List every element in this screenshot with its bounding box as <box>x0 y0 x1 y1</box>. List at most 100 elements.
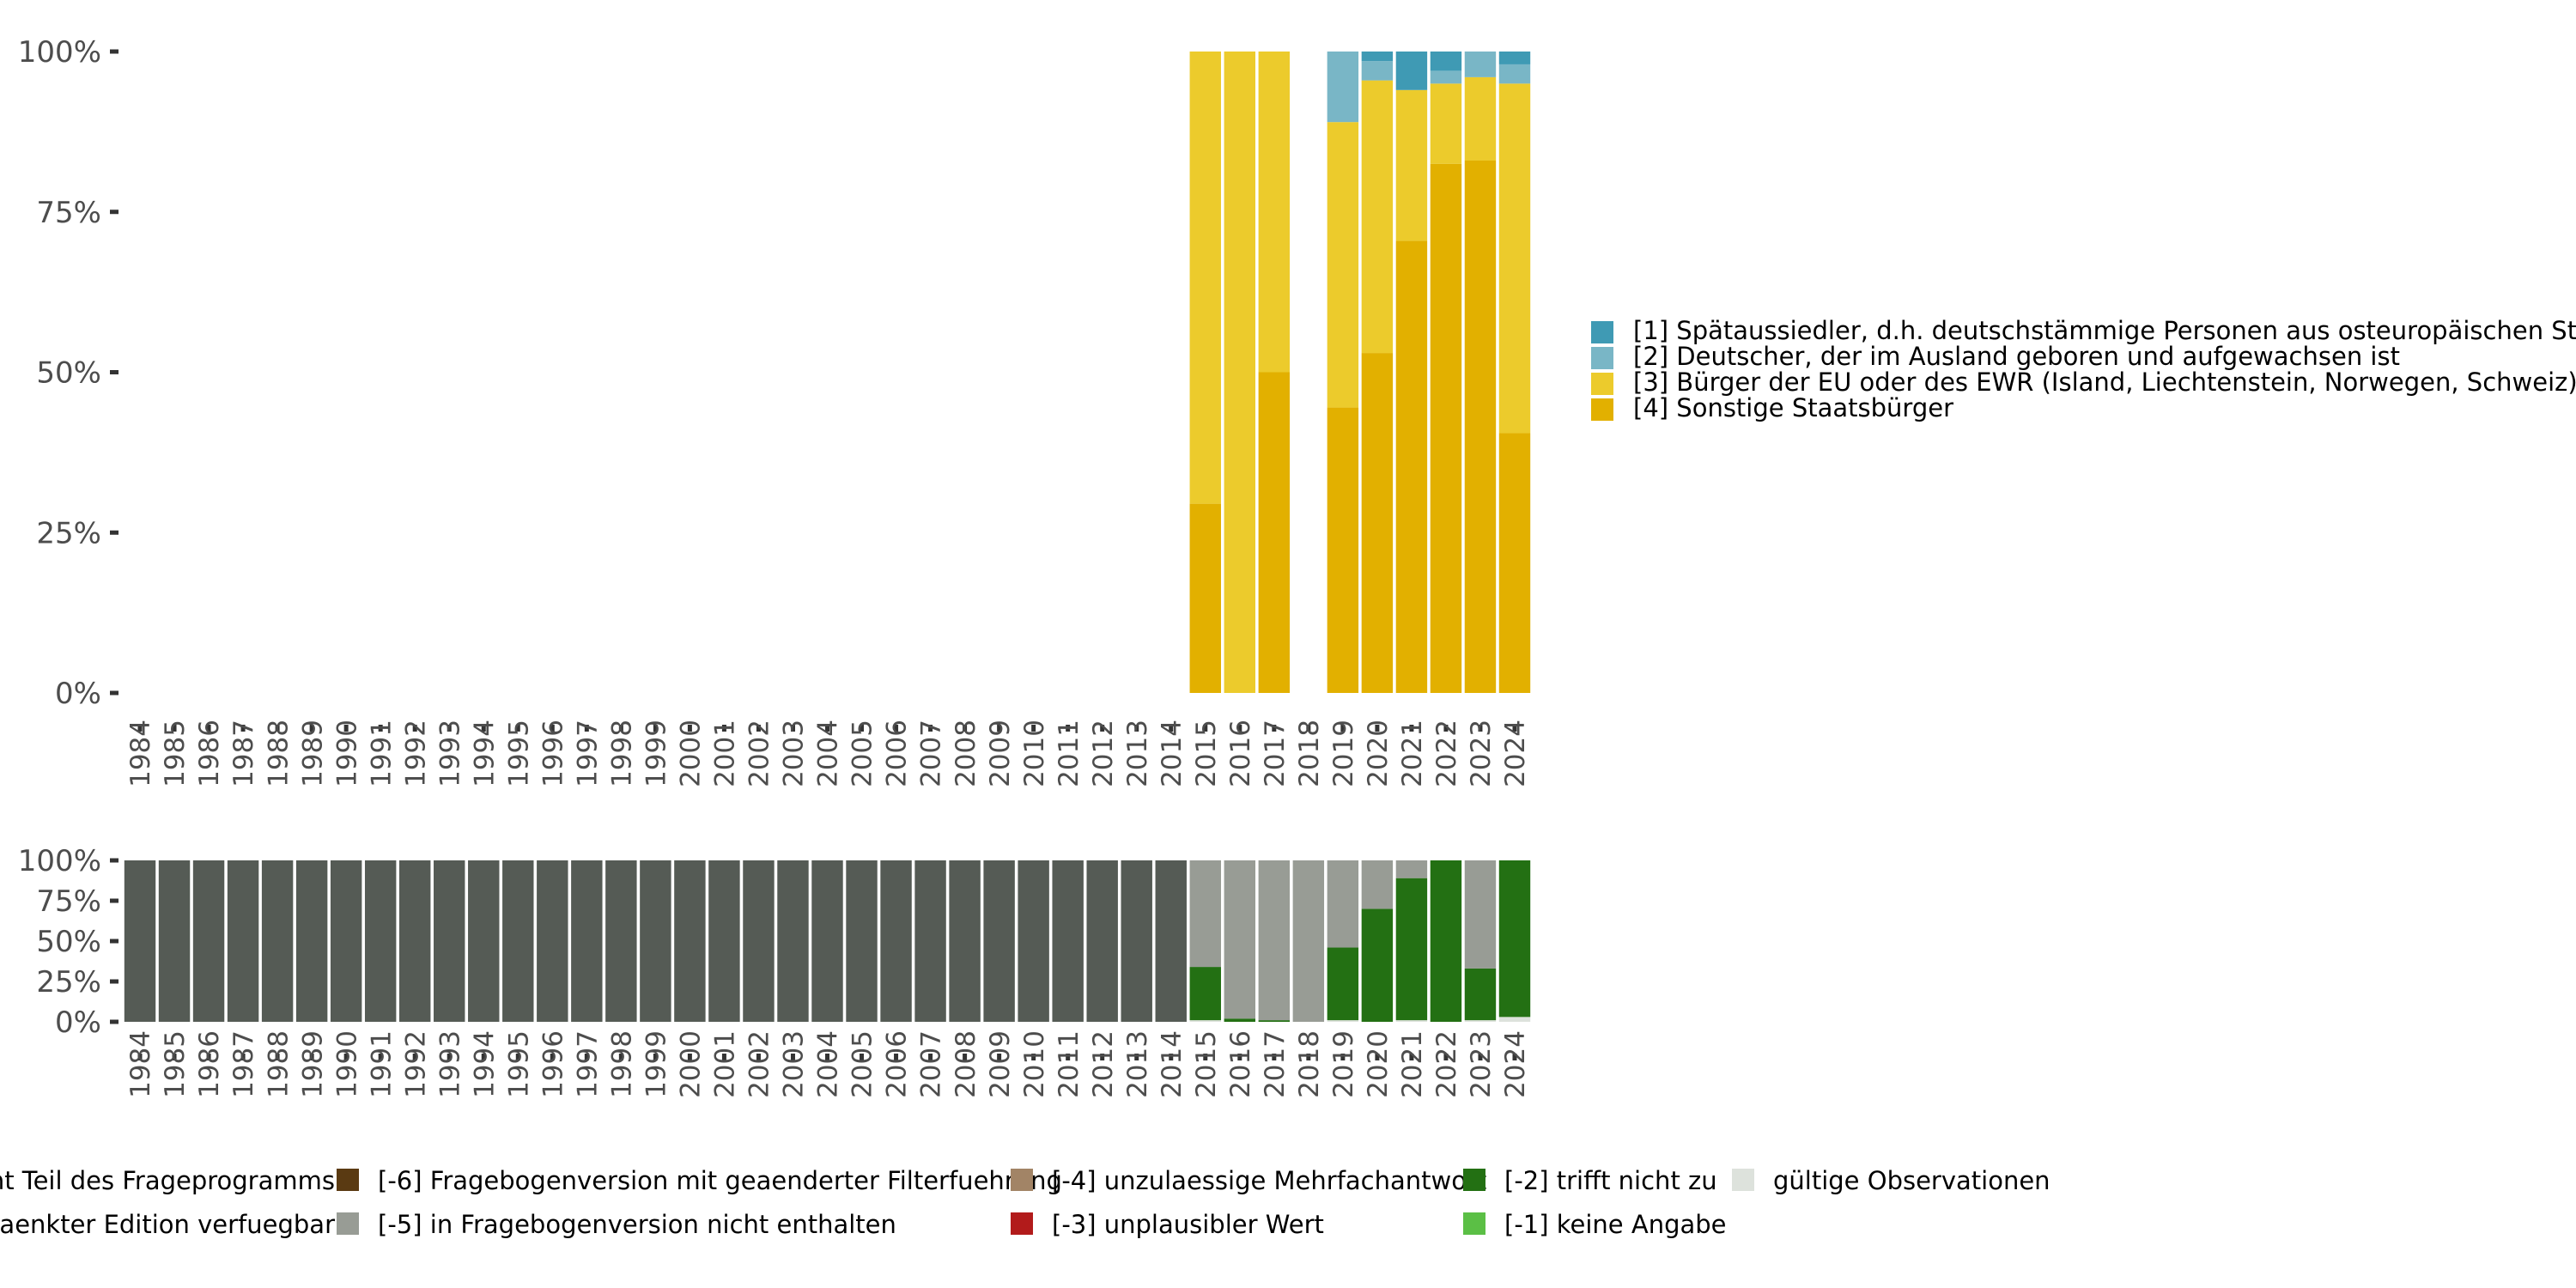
legend-label-2-trifft-nicht-zu: [-2] trifft nicht zu <box>1504 1166 1717 1195</box>
x-tick-label: 2015 <box>1191 720 1222 787</box>
x-tick-label: 1988 <box>263 1030 294 1098</box>
bar-segment-3-b-rger-der-eu-oder-des-ewr-island-liechtenstein-norwegen-schweiz-2017 <box>1258 52 1291 373</box>
x-tick-label: 2006 <box>882 1030 913 1098</box>
y-tick-label: 25% <box>36 965 101 999</box>
x-tick-label: 1995 <box>503 720 534 787</box>
x-tick-label: 2022 <box>1431 720 1462 787</box>
bar-segment-1-sp-taussiedler-d-h-deutschst-mmige-personen-aus-osteurop-ischen-staaten-2021 <box>1395 52 1428 90</box>
x-tick-label: 2003 <box>779 720 810 787</box>
x-tick-label: 1985 <box>160 720 191 787</box>
legend-label-6-fragebogenversion-mit-geaenderter-filterfuehrung: [-6] Fragebogenversion mit geaenderter F… <box>378 1166 1062 1195</box>
bar-segment-3-b-rger-der-eu-oder-des-ewr-island-liechtenstein-norwegen-schweiz-2015 <box>1189 52 1221 504</box>
bar-segment-2-trifft-nicht-zu-2016 <box>1224 1018 1256 1022</box>
bar-segment-g-ltige-observationen-2015 <box>1189 1020 1221 1022</box>
bar-segment-5-in-fragebogenversion-nicht-enthalten-2021 <box>1395 860 1428 878</box>
legend-label-3-b-rger-der-eu-oder-des-ewr-island-liechtenstein-norwegen-schweiz: [3] Bürger der EU oder des EWR (Island, … <box>1633 368 2576 397</box>
bar-segment-g-ltige-observationen-2024 <box>1498 1017 1531 1022</box>
x-tick-label: 2007 <box>916 1030 947 1098</box>
bar-segment-4-sonstige-staatsb-rger-2021 <box>1395 240 1428 693</box>
x-tick-label: 2010 <box>1019 1030 1050 1098</box>
x-tick-label: 2020 <box>1363 720 1394 787</box>
x-tick-label: 2000 <box>676 1030 707 1098</box>
x-tick-label: 2011 <box>1054 1030 1084 1098</box>
x-tick-label: 2008 <box>951 1030 981 1098</box>
bar-segment-cht-teil-des-frageprogramms-1998 <box>605 860 637 1022</box>
x-tick-label: 2023 <box>1466 720 1497 787</box>
x-tick-label: 2013 <box>1122 720 1153 787</box>
bar-segment-2-trifft-nicht-zu-2017 <box>1258 1020 1291 1022</box>
y-tick-label: 0% <box>55 677 101 711</box>
bar-segment-cht-teil-des-frageprogramms-2009 <box>983 860 1015 1022</box>
bar-segment-3-b-rger-der-eu-oder-des-ewr-island-liechtenstein-norwegen-schweiz-2023 <box>1464 76 1497 161</box>
x-tick-label: 2016 <box>1225 1030 1256 1098</box>
y-tick-label: 0% <box>55 1005 101 1040</box>
legend-swatch-g-ltige-observationen <box>1732 1169 1754 1191</box>
x-tick-label: 2008 <box>951 720 981 787</box>
bar-segment-cht-teil-des-frageprogramms-1995 <box>502 860 534 1022</box>
bar-segment-5-in-fragebogenversion-nicht-enthalten-2023 <box>1464 860 1497 969</box>
x-tick-label: 1993 <box>434 1030 465 1098</box>
bar-segment-cht-teil-des-frageprogramms-1991 <box>364 860 397 1022</box>
bar-segment-3-b-rger-der-eu-oder-des-ewr-island-liechtenstein-norwegen-schweiz-2022 <box>1430 83 1462 164</box>
bar-segment-cht-teil-des-frageprogramms-1992 <box>398 860 431 1022</box>
y-tick-label: 100% <box>18 35 101 70</box>
x-tick-label: 1999 <box>641 1030 672 1098</box>
y-tick-label: 50% <box>36 925 101 959</box>
bar-segment-cht-teil-des-frageprogramms-2003 <box>777 860 809 1022</box>
x-tick-label: 1994 <box>469 720 500 787</box>
x-tick-label: 1998 <box>607 720 638 787</box>
legend-label-3-unplausibler-wert: [-3] unplausibler Wert <box>1052 1210 1324 1239</box>
bar-segment-4-sonstige-staatsb-rger-2020 <box>1361 353 1394 693</box>
bar-segment-4-sonstige-staatsb-rger-2022 <box>1430 163 1462 694</box>
bar-segment-2-trifft-nicht-zu-2020 <box>1361 908 1394 1022</box>
x-tick-label: 2012 <box>1088 1030 1119 1098</box>
y-tick-label: 50% <box>36 356 101 391</box>
bar-segment-2-deutscher-der-im-ausland-geboren-und-aufgewachsen-ist-2019 <box>1327 52 1359 123</box>
x-tick-label: 2001 <box>710 720 741 787</box>
y-tick-label: 100% <box>18 844 101 878</box>
bar-segment-cht-teil-des-frageprogramms-1994 <box>468 860 500 1022</box>
bar-segment-2-deutscher-der-im-ausland-geboren-und-aufgewachsen-ist-2024 <box>1498 64 1531 84</box>
bar-segment-cht-teil-des-frageprogramms-1993 <box>434 860 465 1022</box>
bar-segment-cht-teil-des-frageprogramms-2013 <box>1121 860 1152 1022</box>
bottom-chart-legend: cht Teil des Frageprogramms hraenkter Edi… <box>0 1166 2050 1239</box>
x-tick-label: 2018 <box>1294 1030 1325 1098</box>
legend-swatch-2-deutscher-der-im-ausland-geboren-und-aufgewachsen-ist <box>1591 347 1613 369</box>
bar-segment-g-ltige-observationen-2019 <box>1327 1020 1359 1022</box>
x-tick-label: 2018 <box>1294 720 1325 787</box>
x-tick-label: 1997 <box>572 1030 603 1098</box>
bar-segment-1-sp-taussiedler-d-h-deutschst-mmige-personen-aus-osteurop-ischen-staaten-2024 <box>1498 52 1531 64</box>
x-tick-label: 1987 <box>228 720 259 787</box>
x-tick-label: 2006 <box>882 720 913 787</box>
bar-segment-5-in-fragebogenversion-nicht-enthalten-2015 <box>1189 860 1221 968</box>
bar-segment-2-trifft-nicht-zu-2024 <box>1498 860 1531 1018</box>
bar-segment-2-trifft-nicht-zu-2019 <box>1327 947 1359 1021</box>
x-tick-label: 2005 <box>848 720 878 787</box>
x-tick-label: 2016 <box>1225 720 1256 787</box>
bar-segment-3-b-rger-der-eu-oder-des-ewr-island-liechtenstein-norwegen-schweiz-2020 <box>1361 80 1394 354</box>
x-tick-label: 1991 <box>366 1030 397 1098</box>
x-tick-label: 2002 <box>744 1030 775 1098</box>
bar-segment-5-in-fragebogenversion-nicht-enthalten-2017 <box>1258 860 1291 1021</box>
bar-segment-cht-teil-des-frageprogramms-2001 <box>708 860 740 1022</box>
legend-label-g-ltige-observationen: gültige Observationen <box>1773 1166 2050 1195</box>
legend-swatch-1-keine-angabe <box>1463 1212 1485 1235</box>
x-tick-label: 1997 <box>572 720 603 787</box>
bar-segment-cht-teil-des-frageprogramms-1996 <box>537 860 568 1022</box>
x-tick-label: 1996 <box>538 1030 568 1098</box>
legend-label-4-unzulaessige-mehrfachantwort: [-4] unzulaessige Mehrfachantwort <box>1052 1166 1486 1195</box>
x-tick-label: 2004 <box>813 1030 844 1098</box>
bar-segment-cht-teil-des-frageprogramms-2000 <box>674 860 706 1022</box>
bar-segment-4-sonstige-staatsb-rger-2019 <box>1327 407 1359 693</box>
x-tick-label: 2000 <box>676 720 707 787</box>
legend-swatch-5-in-fragebogenversion-nicht-enthalten <box>337 1212 359 1235</box>
bar-segment-cht-teil-des-frageprogramms-2010 <box>1018 860 1049 1022</box>
legend-swatch-4-sonstige-staatsb-rger <box>1591 398 1613 421</box>
x-tick-label: 2007 <box>916 720 947 787</box>
bar-segment-cht-teil-des-frageprogramms-1984 <box>124 860 156 1022</box>
legend-swatch-6-fragebogenversion-mit-geaenderter-filterfuehrung <box>337 1169 359 1191</box>
bar-segment-cht-teil-des-frageprogramms-2002 <box>743 860 775 1022</box>
bar-segment-cht-teil-des-frageprogramms-1989 <box>295 860 328 1022</box>
bar-segment-3-b-rger-der-eu-oder-des-ewr-island-liechtenstein-norwegen-schweiz-2016 <box>1224 52 1256 693</box>
x-tick-label: 2004 <box>813 720 844 787</box>
